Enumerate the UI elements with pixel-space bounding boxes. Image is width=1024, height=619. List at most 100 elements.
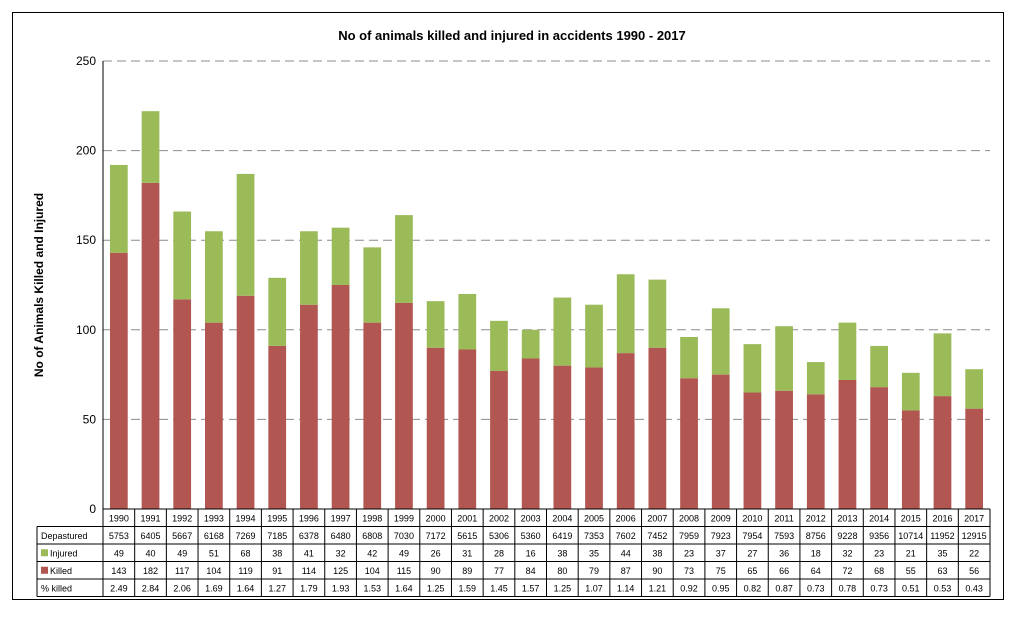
- table-cell: 1.93: [332, 583, 350, 593]
- x-tick-label: 1999: [394, 513, 414, 523]
- table-cell: 32: [336, 548, 346, 558]
- x-tick-label: 1996: [299, 513, 319, 523]
- table-cell: 38: [272, 548, 282, 558]
- table-cell: 9356: [869, 531, 889, 541]
- bar-injured-2010: [743, 344, 762, 393]
- bar-injured-2008: [680, 336, 698, 379]
- table-cell: 5615: [457, 531, 477, 541]
- bar-injured-2016: [933, 333, 952, 397]
- table-cell: 87: [621, 566, 631, 576]
- table-cell: 55: [906, 566, 916, 576]
- bar-killed-1998: [363, 322, 382, 509]
- table-cell: 2.84: [142, 583, 160, 593]
- x-tick-label: 2014: [869, 513, 889, 523]
- bar-killed-2005: [585, 367, 603, 509]
- table-cell: 28: [494, 548, 504, 558]
- table-cell: 49: [114, 548, 124, 558]
- x-tick-label: 2004: [552, 513, 572, 523]
- table-cell: 104: [365, 566, 380, 576]
- table-cell: 21: [906, 548, 916, 558]
- bar-killed-2003: [521, 358, 540, 509]
- table-cell: 64: [811, 566, 821, 576]
- table-cell: 68: [241, 548, 251, 558]
- x-tick-label: 2007: [647, 513, 667, 523]
- table-cell: 75: [716, 566, 726, 576]
- bar-injured-2017: [965, 369, 984, 409]
- table-cell: 49: [399, 548, 409, 558]
- table-cell: 7959: [679, 531, 699, 541]
- x-tick-label: 2015: [901, 513, 921, 523]
- table-cell: 7452: [647, 531, 667, 541]
- table-cell: 2.06: [173, 583, 191, 593]
- bar-killed-2002: [490, 371, 508, 509]
- bar-injured-2004: [553, 297, 572, 366]
- bar-injured-1993: [205, 231, 223, 323]
- bar-killed-2000: [426, 347, 445, 509]
- table-cell: 6378: [299, 531, 319, 541]
- bar-injured-2012: [806, 362, 825, 395]
- table-cell: 1.64: [395, 583, 413, 593]
- bar-killed-1994: [236, 295, 255, 509]
- table-cell: 89: [462, 566, 472, 576]
- table-cell: 2.49: [110, 583, 128, 593]
- table-cell: 6480: [331, 531, 351, 541]
- bar-killed-2004: [553, 365, 572, 509]
- table-cell: 90: [652, 566, 662, 576]
- table-cell: 32: [842, 548, 852, 558]
- y-tick-label: 0: [89, 502, 96, 516]
- table-cell: 0.78: [839, 583, 857, 593]
- table-cell: 1.07: [585, 583, 603, 593]
- bar-injured-1991: [141, 111, 160, 183]
- y-tick-label: 250: [76, 54, 96, 68]
- table-cell: 119: [238, 566, 252, 576]
- bars-layer: [109, 111, 984, 509]
- table-cell: 6419: [552, 531, 572, 541]
- table-cell: 6405: [141, 531, 161, 541]
- x-tick-label: 2012: [806, 513, 826, 523]
- y-axis-label: No of Animals Killed and Injured: [32, 193, 46, 377]
- table-cell: 0.92: [680, 583, 698, 593]
- bar-injured-2009: [711, 308, 730, 375]
- bar-killed-2016: [933, 396, 952, 509]
- table-cell: 1.79: [300, 583, 318, 593]
- bar-injured-2003: [521, 329, 540, 359]
- table-cell: 0.73: [807, 583, 825, 593]
- table-cell: 1.14: [617, 583, 635, 593]
- bar-killed-1992: [173, 299, 192, 509]
- x-tick-label: 2008: [679, 513, 699, 523]
- table-cell: 182: [143, 566, 158, 576]
- y-tick-label: 50: [83, 412, 97, 426]
- table-cell: 23: [684, 548, 694, 558]
- table-cell: 56: [969, 566, 979, 576]
- table-cell: 16: [526, 548, 536, 558]
- table-cell: 1.53: [364, 583, 382, 593]
- bar-killed-2008: [680, 378, 698, 509]
- table-cell: 79: [589, 566, 599, 576]
- x-tick-label: 1995: [267, 513, 287, 523]
- bar-killed-2009: [711, 374, 730, 509]
- bar-killed-2014: [870, 387, 888, 509]
- table-cell: 7185: [267, 531, 287, 541]
- x-tick-label: 1991: [141, 513, 161, 523]
- table-cell: 1.45: [490, 583, 508, 593]
- bar-injured-2005: [585, 304, 603, 368]
- table-cell: 5360: [521, 531, 541, 541]
- y-tick-label: 200: [76, 144, 96, 158]
- table-cell: 7353: [584, 531, 604, 541]
- x-tick-label: 2010: [742, 513, 762, 523]
- bar-killed-2012: [806, 394, 825, 509]
- table-cell: 77: [494, 566, 504, 576]
- bar-injured-1996: [300, 231, 318, 305]
- x-tick-label: 1994: [236, 513, 256, 523]
- legend-swatch-killed: [41, 566, 48, 574]
- bar-injured-2014: [870, 345, 888, 388]
- bar-injured-2011: [775, 326, 793, 391]
- table-cell: 66: [779, 566, 789, 576]
- table-cell: 10714: [898, 531, 923, 541]
- x-tick-label: 1998: [362, 513, 382, 523]
- x-tick-label: 2013: [837, 513, 857, 523]
- table-cell: 91: [272, 566, 282, 576]
- table-cell: 1.69: [205, 583, 223, 593]
- table-cell: 37: [716, 548, 726, 558]
- x-tick-label: 1990: [109, 513, 129, 523]
